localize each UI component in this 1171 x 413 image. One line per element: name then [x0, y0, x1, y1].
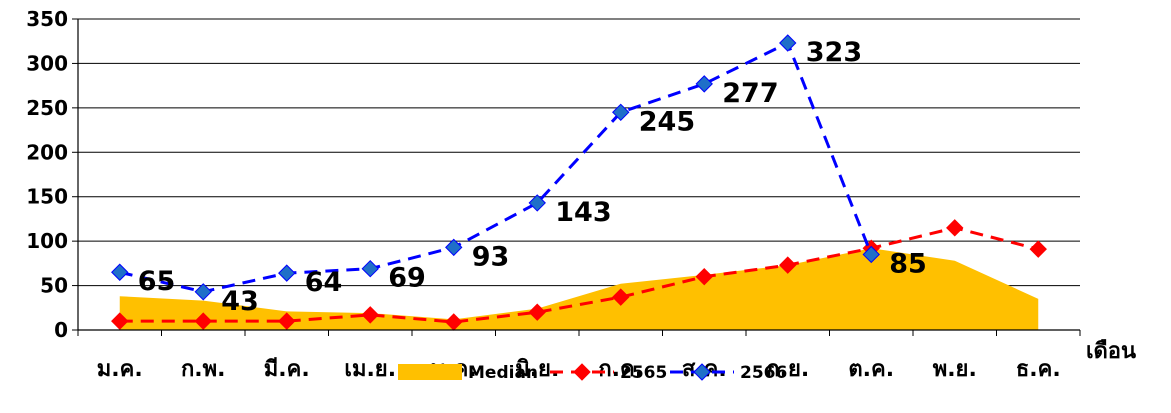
legend-marker-2565 — [573, 363, 591, 381]
line-series — [111, 34, 1047, 331]
x-axis-ticks: ม.ค.ก.พ.มี.ค.เม.ย.พ.ค.มิ.ย.ก.ค.ส.ค.ก.ย.ต… — [97, 357, 1061, 382]
y-tick-label-50: 50 — [40, 274, 68, 298]
legend-label-2565: 2565 — [620, 363, 667, 383]
data-label-2566-7: 245 — [639, 106, 695, 137]
point-2565-8 — [695, 267, 713, 286]
x-tick-label-4: เม.ย. — [344, 357, 396, 382]
point-2565-12 — [1029, 240, 1047, 258]
legend-label-Median: Median — [468, 363, 538, 383]
point-2565-7 — [612, 288, 630, 306]
y-tick-label-350: 350 — [26, 7, 68, 31]
point-2565-4 — [361, 306, 379, 324]
line-2565 — [119, 226, 1039, 324]
data-label-2566-5: 93 — [472, 241, 510, 272]
x-tick-label-12: ธ.ค. — [1016, 357, 1061, 382]
x-tick-label-3: มี.ค. — [264, 357, 310, 382]
point-2565-1 — [111, 312, 129, 330]
data-label-2566-2: 43 — [221, 286, 259, 317]
x-axis-title: เดือน — [1086, 339, 1136, 364]
data-labels: 65 43 64 69 93 143 245 277 323 85 — [138, 37, 927, 317]
point-2566-10 — [862, 245, 880, 264]
y-tick-label-0: 0 — [54, 318, 68, 342]
point-2566-2 — [194, 283, 212, 301]
x-tick-label-11: พ.ย. — [933, 357, 977, 382]
data-label-2566-10: 85 — [889, 248, 927, 279]
y-axis-ticks: 0 50 100 150 200 250 300 350 — [26, 7, 68, 342]
point-2565-9 — [779, 256, 797, 274]
point-2566-9 — [779, 34, 797, 52]
data-label-2566-6: 143 — [555, 197, 611, 228]
data-label-2566-8: 277 — [722, 78, 778, 109]
y-tick-label-150: 150 — [26, 185, 68, 209]
data-label-2566-1: 65 — [138, 266, 176, 297]
point-2565-11 — [946, 219, 964, 237]
point-2565-2 — [194, 312, 212, 330]
y-tick-label-100: 100 — [26, 229, 68, 253]
x-tick-label-1: ม.ค. — [97, 357, 143, 382]
point-2566-4 — [361, 259, 379, 278]
y-tick-label-250: 250 — [26, 96, 68, 120]
y-tick-label-200: 200 — [26, 140, 68, 164]
x-tick-label-7: ก.ค. — [598, 357, 643, 382]
x-tick-label-6: มิ.ย. — [515, 357, 559, 382]
point-2565-6 — [528, 303, 546, 321]
x-tick-label-2: ก.พ. — [181, 357, 226, 382]
data-label-2566-9: 323 — [806, 37, 862, 68]
point-2565-3 — [278, 312, 296, 330]
legend-marker-2566 — [693, 363, 711, 381]
point-2566-7 — [612, 103, 630, 122]
point-2566-8 — [695, 75, 713, 93]
x-tick-label-9: ก.ย. — [766, 357, 809, 382]
legend-label-2566: 2566 — [740, 363, 787, 383]
point-2566-3 — [278, 264, 296, 282]
gridlines — [78, 18, 1080, 287]
axes — [72, 18, 1081, 336]
point-2566-5 — [445, 238, 463, 257]
legend: Median 2565 2566 — [398, 363, 787, 383]
point-2566-1 — [111, 263, 129, 281]
legend-swatch-Median — [398, 364, 462, 380]
median-area-series — [119, 248, 1039, 330]
area-median — [119, 248, 1039, 330]
data-label-2566-4: 69 — [388, 263, 426, 294]
line-2566 — [119, 40, 873, 294]
y-tick-label-300: 300 — [26, 51, 68, 75]
data-label-2566-3: 64 — [305, 267, 343, 298]
x-tick-label-10: ต.ค. — [848, 357, 894, 382]
point-2566-6 — [528, 194, 546, 212]
